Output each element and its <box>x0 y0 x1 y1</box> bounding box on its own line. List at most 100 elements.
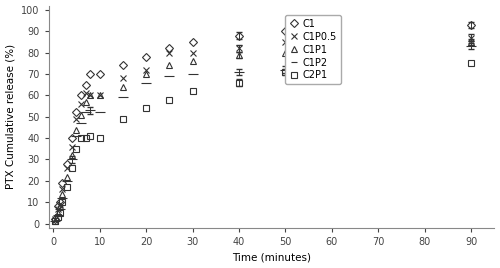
C1P1 <box>52 220 59 223</box>
C1 <box>468 23 474 27</box>
C1 <box>82 83 88 86</box>
C1P1 <box>468 40 474 43</box>
C2P1 <box>166 98 172 101</box>
C1P1 <box>60 192 66 195</box>
C1P2 <box>74 134 80 137</box>
C2P1 <box>60 201 66 204</box>
C1P2 <box>55 213 61 217</box>
C1 <box>166 47 172 50</box>
C1 <box>96 72 102 76</box>
C1P2 <box>120 96 126 99</box>
Line: C1P1: C1P1 <box>52 39 474 224</box>
C1P0.5 <box>52 218 59 221</box>
C1 <box>52 218 59 221</box>
C1P1 <box>64 175 70 178</box>
C1P0.5 <box>120 77 126 80</box>
C1P0.5 <box>329 38 335 41</box>
C1P0.5 <box>236 47 242 50</box>
C1P1 <box>190 59 196 63</box>
C1 <box>120 64 126 67</box>
C1 <box>282 30 288 33</box>
C2P1 <box>236 81 242 84</box>
C1P0.5 <box>68 145 74 148</box>
C2P1 <box>57 211 63 214</box>
C2P1 <box>52 220 59 223</box>
C1P1 <box>96 94 102 97</box>
C1P0.5 <box>143 68 149 71</box>
C1P2 <box>166 75 172 78</box>
C1 <box>68 136 74 140</box>
C1P2 <box>329 64 335 67</box>
C1P1 <box>282 51 288 54</box>
Y-axis label: PTX Cumulative release (%): PTX Cumulative release (%) <box>6 44 16 189</box>
C1P2 <box>78 121 84 125</box>
Line: C1P2: C1P2 <box>50 41 476 226</box>
C2P1 <box>96 136 102 140</box>
C1P1 <box>143 72 149 76</box>
C1P2 <box>282 68 288 71</box>
C2P1 <box>88 134 94 137</box>
C1P2 <box>468 44 474 48</box>
C1P0.5 <box>57 203 63 206</box>
C1P0.5 <box>74 117 80 121</box>
C1P1 <box>68 154 74 157</box>
C1P2 <box>82 111 88 114</box>
C1 <box>64 162 70 165</box>
Line: C1P0.5: C1P0.5 <box>52 35 474 222</box>
C2P1 <box>329 64 335 67</box>
C1P2 <box>52 220 59 223</box>
C2P1 <box>74 147 80 150</box>
C2P1 <box>64 186 70 189</box>
C1 <box>236 34 242 37</box>
C1P2 <box>143 81 149 84</box>
C2P1 <box>282 70 288 73</box>
C1 <box>329 25 335 29</box>
C1P1 <box>82 100 88 103</box>
C1 <box>74 111 80 114</box>
C1 <box>143 55 149 58</box>
Legend: C1, C1P0.5, C1P1, C1P2, C2P1: C1, C1P0.5, C1P1, C1P2, C2P1 <box>286 15 341 84</box>
C1P2 <box>190 72 196 76</box>
C1 <box>60 181 66 185</box>
C1P1 <box>57 205 63 208</box>
C2P1 <box>82 136 88 140</box>
Line: C1: C1 <box>52 22 474 222</box>
C1P0.5 <box>166 51 172 54</box>
C2P1 <box>468 62 474 65</box>
C1P0.5 <box>82 92 88 95</box>
C2P1 <box>190 90 196 93</box>
C1P1 <box>74 128 80 131</box>
C1P1 <box>166 64 172 67</box>
C1P0.5 <box>96 94 102 97</box>
C1P2 <box>60 196 66 200</box>
C2P1 <box>68 166 74 170</box>
C1P1 <box>88 94 94 97</box>
Line: C2P1: C2P1 <box>52 61 474 224</box>
C1P1 <box>120 85 126 88</box>
X-axis label: Time (minutes): Time (minutes) <box>232 252 311 262</box>
C1P2 <box>57 207 63 210</box>
C2P1 <box>78 136 84 140</box>
C1P0.5 <box>88 94 94 97</box>
C1P2 <box>88 109 94 112</box>
C2P1 <box>55 215 61 219</box>
C1P1 <box>78 113 84 116</box>
C1 <box>190 40 196 43</box>
C1P2 <box>236 70 242 73</box>
C1P2 <box>64 179 70 183</box>
C1P0.5 <box>64 166 70 170</box>
C1P2 <box>68 158 74 161</box>
C1 <box>55 205 61 208</box>
C1P0.5 <box>468 36 474 39</box>
C1P1 <box>329 49 335 52</box>
C1P0.5 <box>55 207 61 210</box>
C1 <box>57 201 63 204</box>
C2P1 <box>143 107 149 110</box>
C1P0.5 <box>60 188 66 191</box>
C2P1 <box>120 117 126 121</box>
C1P0.5 <box>78 102 84 106</box>
C1P0.5 <box>190 51 196 54</box>
C1P1 <box>55 211 61 214</box>
C1P2 <box>96 111 102 114</box>
C1 <box>88 72 94 76</box>
